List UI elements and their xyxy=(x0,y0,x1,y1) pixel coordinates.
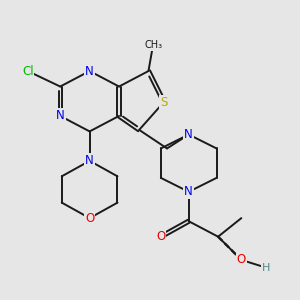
Text: CH₃: CH₃ xyxy=(144,40,162,50)
Text: O: O xyxy=(237,254,246,266)
Text: Cl: Cl xyxy=(22,64,34,78)
Text: H: H xyxy=(262,263,270,273)
Text: N: N xyxy=(56,110,64,122)
Text: O: O xyxy=(85,212,94,225)
Text: N: N xyxy=(85,64,94,78)
Text: N: N xyxy=(85,154,94,167)
Text: O: O xyxy=(156,230,166,243)
Text: S: S xyxy=(160,95,168,109)
Text: N: N xyxy=(184,185,193,198)
Text: N: N xyxy=(184,128,193,141)
